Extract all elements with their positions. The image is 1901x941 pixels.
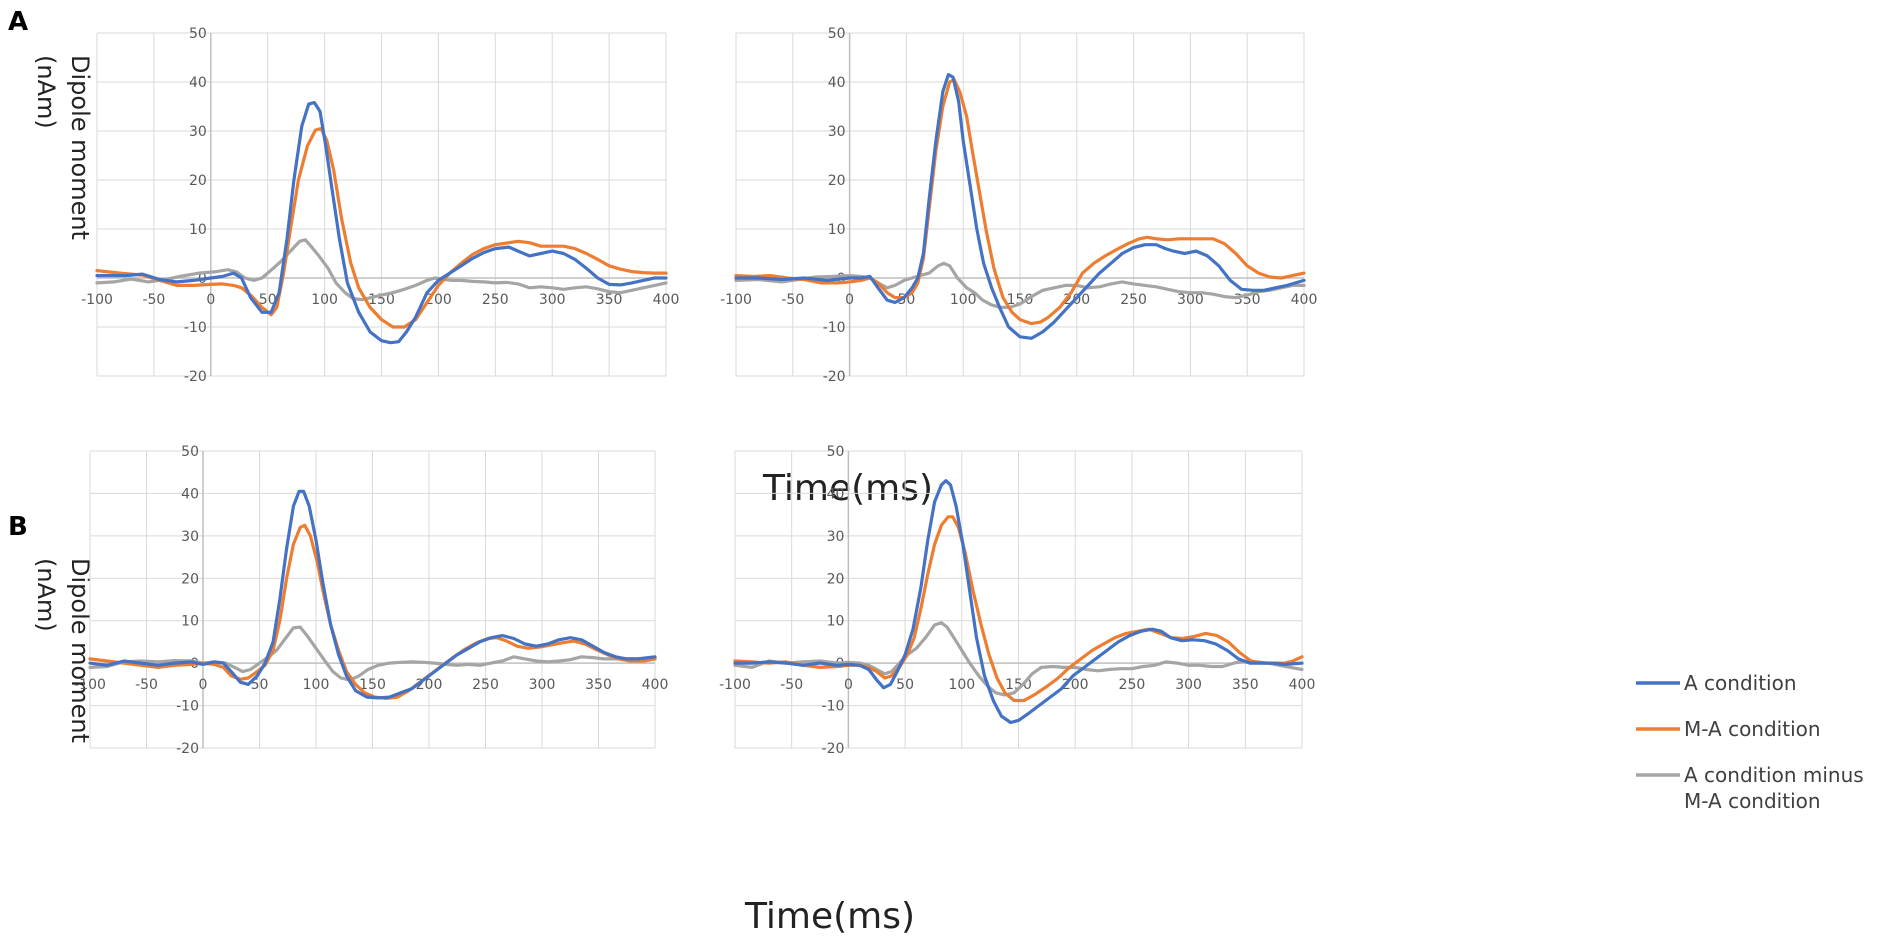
series-line-a-condition-a-right	[734, 73, 1306, 340]
legend-label-difference-line2: M-A condition	[1684, 789, 1821, 813]
series-line-difference-a-left	[95, 238, 668, 302]
y-tick-label-b-right: 50	[827, 444, 845, 460]
x-tick-label-b-left: 400	[642, 677, 669, 693]
x-tick-label-a-right: 0	[845, 292, 854, 308]
y-axis-title-a: Dipole moment	[66, 55, 94, 240]
series-line-difference-b-right	[733, 621, 1304, 697]
x-tick-label-a-left: 300	[539, 292, 566, 308]
x-tick-label-b-right: 50	[896, 677, 914, 693]
x-tick-label-b-left: -100	[74, 677, 106, 693]
y-tick-label-a-right: 40	[828, 75, 846, 91]
series-line-a-condition-a-left	[95, 101, 668, 345]
x-tick-label-a-left: 400	[653, 292, 680, 308]
x-tick-label-b-right: 400	[1289, 677, 1316, 693]
x-tick-label-a-right: 400	[1291, 292, 1318, 308]
y-tick-label-a-right: 50	[828, 26, 846, 42]
y-tick-label-a-left: -10	[184, 320, 207, 336]
x-tick-label-a-right: -100	[720, 292, 752, 308]
y-tick-label-b-right: -10	[822, 699, 845, 715]
x-tick-label-a-left: -100	[81, 292, 113, 308]
y-tick-label-a-right: -10	[823, 320, 846, 336]
panel-label-b: B	[8, 512, 28, 542]
panel-label-a: A	[8, 7, 28, 37]
y-tick-label-b-right: 10	[827, 614, 845, 630]
y-tick-label-b-left: -20	[176, 741, 199, 757]
x-tick-label-b-left: 250	[472, 677, 499, 693]
x-tick-label-b-right: 350	[1232, 677, 1259, 693]
x-tick-label-a-left: -50	[142, 292, 165, 308]
y-axis-title-a-units: (nAm)	[32, 55, 60, 129]
x-tick-label-b-left: 200	[416, 677, 443, 693]
x-tick-label-b-left: 350	[585, 677, 612, 693]
y-tick-label-a-left: 40	[189, 75, 207, 91]
series-line-a-condition-b-right	[733, 479, 1304, 725]
x-tick-label-a-right: 150	[1007, 292, 1034, 308]
x-tick-label-a-right: 250	[1120, 292, 1147, 308]
y-tick-label-b-left: 50	[181, 444, 199, 460]
x-tick-label-a-left: 250	[482, 292, 509, 308]
y-tick-label-a-left: 50	[189, 26, 207, 42]
x-tick-label-a-right: 300	[1177, 292, 1204, 308]
y-tick-label-a-right: 20	[828, 173, 846, 189]
legend-label-ma-condition: M-A condition	[1684, 717, 1821, 741]
legend-label-difference: A condition minus	[1684, 763, 1864, 787]
x-tick-label-b-left: 100	[303, 677, 330, 693]
x-tick-label-a-right: 100	[950, 292, 977, 308]
x-tick-label-a-left: 50	[259, 292, 277, 308]
y-tick-label-a-right: -20	[823, 369, 846, 385]
x-tick-label-b-left: 150	[359, 677, 386, 693]
y-axis-title-line2: (nAm)	[32, 558, 60, 632]
x-axis-title-a: Time(ms)	[762, 468, 933, 509]
legend: A condition M-A condition A condition mi…	[1636, 671, 1864, 813]
y-tick-label-b-right: -20	[822, 741, 845, 757]
y-tick-label-b-right: 20	[827, 571, 845, 587]
x-tick-label-a-right: -50	[781, 292, 804, 308]
y-tick-label-a-left: 30	[189, 124, 207, 140]
series-line-ma-condition-b-right	[733, 515, 1304, 703]
x-tick-label-b-left: 0	[199, 677, 208, 693]
series-line-ma-condition-b-left	[88, 523, 657, 700]
y-axis-title-line1: Dipole moment	[66, 558, 94, 743]
x-tick-label-a-left: 0	[206, 292, 215, 308]
y-tick-label-b-left: 10	[181, 614, 199, 630]
x-tick-label-b-left: 50	[251, 677, 269, 693]
x-tick-label-b-left: -50	[135, 677, 158, 693]
x-tick-label-a-left: 100	[311, 292, 338, 308]
y-axis-title-line2: (nAm)	[32, 55, 60, 129]
y-tick-label-b-left: 40	[181, 486, 199, 502]
y-tick-label-a-left: 20	[189, 173, 207, 189]
y-axis-title-b-units: (nAm)	[32, 558, 60, 632]
x-axis-title-b: Time(ms)	[744, 896, 915, 937]
series-line-ma-condition-a-left	[95, 127, 668, 329]
x-tick-label-b-left: 300	[529, 677, 556, 693]
series-line-a-condition-b-left	[88, 489, 657, 700]
y-tick-label-b-right: 30	[827, 529, 845, 545]
y-tick-label-b-left: 20	[181, 571, 199, 587]
y-tick-label-a-left: -20	[184, 369, 207, 385]
y-tick-label-a-right: 10	[828, 222, 846, 238]
y-tick-label-a-left: 10	[189, 222, 207, 238]
legend-label-a-condition: A condition	[1684, 671, 1797, 695]
x-tick-label-a-left: 350	[596, 292, 623, 308]
x-tick-label-b-right: -50	[780, 677, 803, 693]
x-tick-label-b-right: -100	[719, 677, 751, 693]
x-tick-label-b-right: 0	[844, 677, 853, 693]
x-tick-label-b-right: 250	[1119, 677, 1146, 693]
x-tick-label-b-right: 300	[1175, 677, 1202, 693]
y-axis-title-line1: Dipole moment	[66, 55, 94, 240]
x-tick-label-b-right: 100	[948, 677, 975, 693]
y-axis-title-b: Dipole moment	[66, 558, 94, 743]
y-tick-label-b-right: 40	[827, 486, 845, 502]
y-tick-label-a-right: 30	[828, 124, 846, 140]
y-tick-label-b-left: -10	[176, 699, 199, 715]
y-tick-label-b-left: 30	[181, 529, 199, 545]
